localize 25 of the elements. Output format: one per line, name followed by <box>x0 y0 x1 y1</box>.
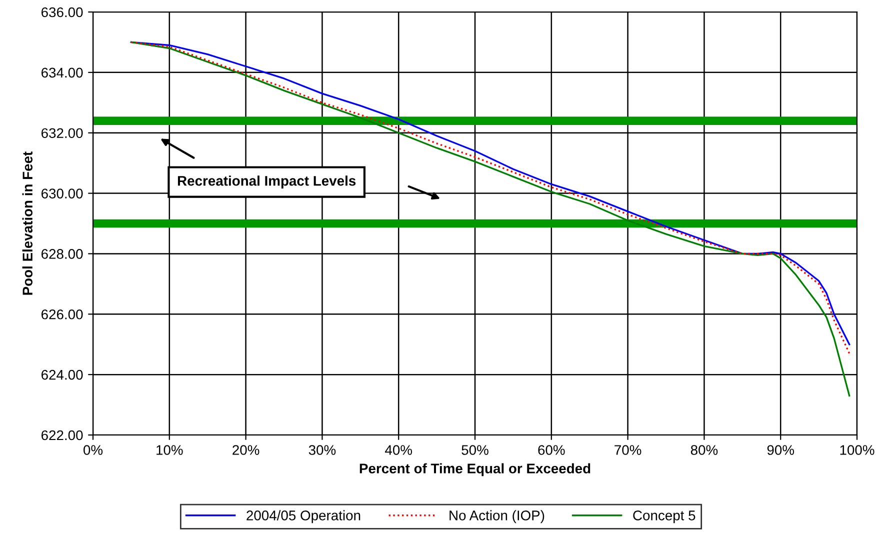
y-tick-label: 624.00 <box>42 370 83 380</box>
x-tick-label: 10% <box>156 445 183 455</box>
x-tick-label: 70% <box>614 445 642 455</box>
x-tick-label: 30% <box>308 445 336 455</box>
y-tick-label: 636.00 <box>42 7 83 18</box>
x-tick-label: 100% <box>840 445 874 455</box>
y-tick-label: 622.00 <box>42 430 83 440</box>
x-tick-label: 60% <box>538 445 565 455</box>
legend-label: 2004/05 Operation <box>246 510 360 524</box>
y-axis-title: Pool Elevation in Feet <box>22 152 32 295</box>
annotation: Recreational Impact Levels <box>178 176 356 189</box>
x-tick-label: 80% <box>690 445 718 455</box>
legend-label: No Action (IOP) <box>450 510 544 524</box>
legend-label: Concept 5 <box>633 510 696 524</box>
x-tick-label: 50% <box>462 445 488 455</box>
x-tick-label: 40% <box>385 445 412 455</box>
y-tick-label: 628.00 <box>42 249 83 259</box>
x-tick-label: 20% <box>232 445 260 455</box>
y-tick-label: 634.00 <box>42 68 83 78</box>
y-tick-label: 626.00 <box>42 309 83 320</box>
y-tick-label: 630.00 <box>42 188 83 198</box>
x-tick-label: 0% <box>84 445 103 455</box>
x-tick-label: 90% <box>767 445 794 455</box>
y-tick-label: 632.00 <box>42 128 83 138</box>
x-axis-title: Percent of Time Equal or Exceeded <box>360 463 590 476</box>
